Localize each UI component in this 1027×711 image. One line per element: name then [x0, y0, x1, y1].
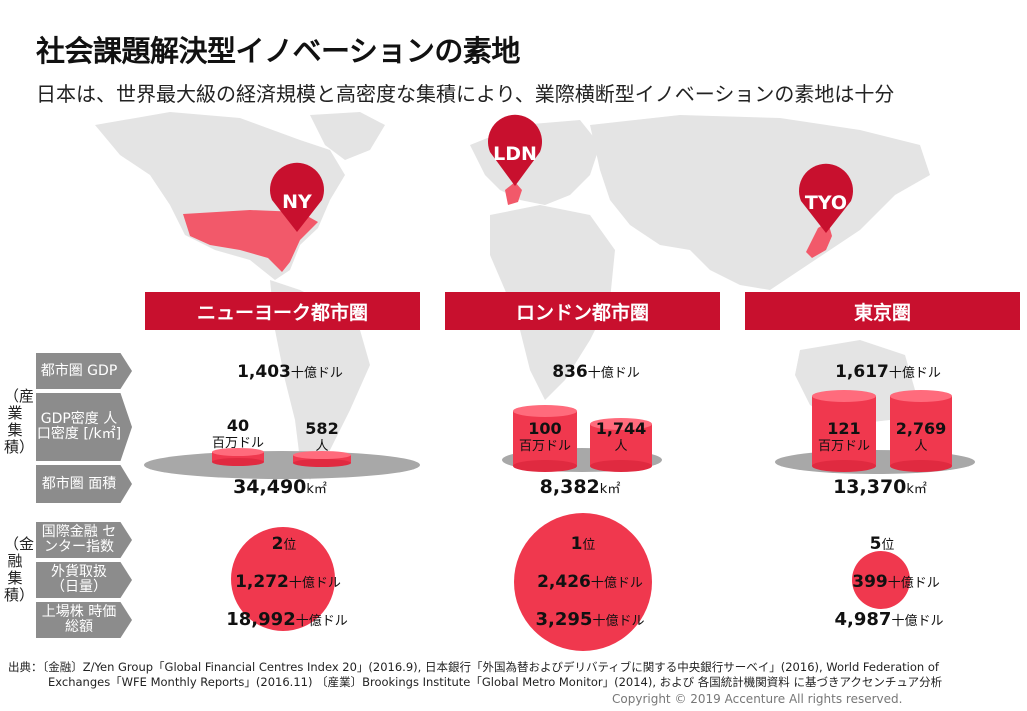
pin-ny: NY	[269, 162, 324, 232]
gdp-density-ny: 40 百万ドル	[211, 416, 265, 452]
row-label-area: 都市圏 面積	[36, 465, 132, 503]
pin-ldn-label: LDN	[493, 143, 537, 165]
row-label-fx: 外貨取扱 （日量）	[36, 562, 132, 598]
row-label-market-cap: 上場株 時価総額	[36, 602, 132, 638]
cylinder-ny-pop	[293, 451, 351, 467]
page-title: 社会課題解決型イノベーションの素地	[36, 34, 520, 68]
finance-bubble-ny	[231, 527, 335, 631]
cylinder-tyo-gdp	[812, 390, 876, 472]
pop-density-tyo: 2,769 人	[895, 419, 947, 455]
finance-bubble-ldn	[514, 513, 652, 651]
cylinder-ldn-pop	[590, 418, 652, 472]
market-cap-value-ldn: 3,295十億ドル	[535, 609, 645, 630]
source-line-1: 出典：〔金融〕Z/Yen Group「Global Financial Cent…	[8, 660, 939, 674]
finance-bubble-tyo	[852, 551, 910, 609]
cylinder-tyo-pop	[890, 390, 952, 472]
index-rank-ldn: 1位	[570, 534, 596, 554]
usa-highlight	[183, 210, 318, 272]
source-note: 出典：〔金融〕Z/Yen Group「Global Financial Cent…	[8, 660, 942, 690]
fx-value-ldn: 2,426十億ドル	[537, 572, 643, 592]
gdp-value-ny: 1,403十億ドル	[237, 362, 343, 382]
greenland-landmass	[310, 112, 385, 160]
pin-tyo: TYO	[798, 163, 853, 233]
fx-value-tyo: 399十億ドル	[852, 572, 940, 592]
index-rank-tyo: 5位	[869, 534, 895, 554]
row-label-gdp: 都市圏 GDP	[36, 353, 132, 389]
row-label-density: GDP密度 人口密度 [/k㎡]	[36, 393, 132, 461]
pin-ny-label: NY	[282, 191, 312, 213]
city-header-ldn: ロンドン都市圏	[445, 292, 720, 330]
area-ellipse-ny	[144, 451, 420, 479]
gdp-density-ldn: 100 百万ドル	[518, 419, 572, 455]
gdp-density-tyo: 121 百万ドル	[817, 419, 871, 455]
city-header-tyo: 東京圏	[745, 292, 1020, 330]
index-rank-ny: 2位	[271, 534, 297, 554]
pop-density-ldn: 1,744 人	[595, 419, 647, 455]
market-cap-value-ny: 18,992十億ドル	[226, 609, 348, 630]
area-value-ny: 34,490k㎡	[233, 476, 327, 498]
pin-ldn: LDN	[488, 114, 542, 186]
uk-highlight	[505, 182, 522, 205]
group-label-finance: （金融集積）	[4, 535, 35, 604]
source-line-2: Exchanges「WFE Monthly Reports」(2016.11) …	[48, 675, 943, 689]
market-cap-value-tyo: 4,987十億ドル	[834, 609, 944, 630]
city-header-ny: ニューヨーク都市圏	[145, 292, 420, 330]
gdp-value-tyo: 1,617十億ドル	[835, 362, 941, 382]
area-value-tyo: 13,370k㎡	[833, 476, 927, 498]
pin-tyo-label: TYO	[805, 192, 847, 214]
page-subtitle: 日本は、世界最大級の経済規模と高密度な集積により、業際横断型イノベーションの素地…	[36, 82, 895, 106]
cylinder-ldn-gdp	[513, 405, 577, 472]
pop-density-ny: 582 人	[305, 419, 339, 455]
fx-value-ny: 1,272十億ドル	[235, 572, 341, 592]
asia-landmass	[590, 115, 930, 290]
south-america-landmass	[270, 280, 370, 480]
row-label-index: 国際金融 センター指数	[36, 522, 132, 558]
area-value-ldn: 8,382k㎡	[539, 476, 621, 498]
cylinder-ny-gdp	[212, 448, 264, 466]
copyright: Copyright © 2019 Accenture All rights re…	[612, 692, 903, 706]
gdp-value-ldn: 836十億ドル	[552, 362, 640, 382]
group-label-industry: （産業集積）	[4, 387, 35, 456]
